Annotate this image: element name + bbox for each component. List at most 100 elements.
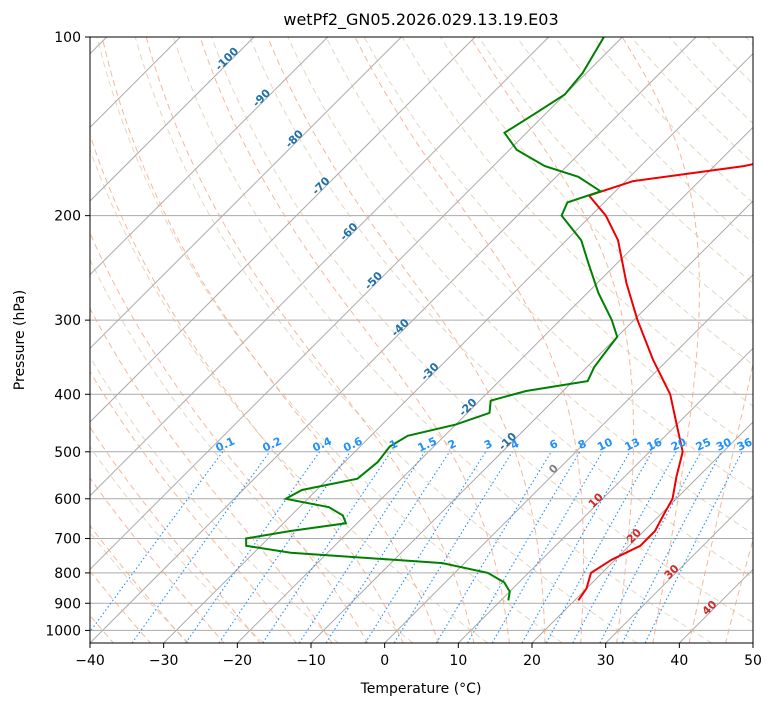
- x-tick-label: 50: [744, 653, 762, 669]
- axes: −40 −30 −20 −10 0 10 20 30 40 50 100 200 300 400 500 60…: [45, 30, 762, 669]
- isotherm-line: [605, 494, 753, 643]
- isotherm-line: [90, 37, 623, 571]
- y-tick-label: 100: [54, 30, 81, 46]
- isotherm-line: [310, 200, 753, 643]
- isotherm-label: -30: [418, 360, 441, 383]
- dry-adiabat: [90, 445, 264, 643]
- mixing-ratio-line: [325, 451, 451, 643]
- mixing-ratio-label: 30: [714, 435, 734, 453]
- moist-adiabat: [90, 370, 297, 643]
- dry-adiabat: [90, 531, 190, 643]
- dry-adiabat: [172, 37, 712, 643]
- moist-adiabat: [101, 37, 440, 643]
- isotherm-label: -80: [283, 127, 306, 150]
- mixing-ratio-label: 13: [623, 435, 642, 453]
- moist-adiabat: [762, 37, 775, 644]
- moist-adiabat: [145, 37, 475, 643]
- dry-adiabat: [287, 37, 753, 535]
- x-tick-label: 20: [523, 653, 541, 669]
- mixing-ratio-label: 10: [595, 435, 615, 453]
- mixing-ratio-line: [599, 451, 702, 643]
- isotherm-label: -50: [362, 269, 385, 292]
- moist-adiabat: [90, 570, 152, 643]
- mixing-ratio-line: [262, 451, 392, 643]
- isotherm-line: [678, 568, 753, 643]
- adiabat-label: 20: [624, 526, 644, 546]
- moist-adiabat: [470, 37, 634, 643]
- mixing-ratio-line: [185, 451, 321, 643]
- mixing-ratio-line: [435, 451, 552, 643]
- adiabat-label: 40: [700, 598, 720, 618]
- isotherm-line: [90, 37, 550, 497]
- dry-adiabat: [90, 258, 414, 643]
- isotherm-line: [531, 421, 753, 643]
- mixing-ratio-label: 20: [669, 435, 689, 453]
- plot-area: -100-90-80-70-60-50-40-30-20-10010203040…: [90, 37, 775, 644]
- moist-adiabat: [199, 37, 510, 643]
- mixing-ratio-label: 25: [694, 436, 713, 454]
- dry-adiabat: [325, 37, 753, 492]
- x-tick-label: −30: [149, 653, 179, 669]
- moist-adiabat: [725, 538, 753, 643]
- isotherm-label: -70: [309, 174, 332, 197]
- dry-adiabat: [516, 37, 753, 284]
- moist-adiabat: [354, 37, 584, 643]
- isotherm-line: [90, 37, 329, 276]
- isotherm-label: -60: [337, 220, 360, 243]
- dry-adiabat: [96, 37, 563, 643]
- x-axis-label: Temperature (°C): [360, 681, 482, 697]
- moist-adiabat: [267, 37, 546, 643]
- x-tick-label: −10: [296, 653, 326, 669]
- mixing-ratio-label: 1: [387, 437, 399, 452]
- x-tick-label: 10: [449, 653, 467, 669]
- isotherm-line: [457, 347, 753, 643]
- mixing-ratio-line: [218, 451, 351, 643]
- y-tick-label: 800: [54, 566, 81, 582]
- mixing-ratio-line: [131, 451, 271, 643]
- mixing-ratio-label: 4: [509, 437, 522, 452]
- isotherm-line: [384, 273, 753, 643]
- isotherm-line: [90, 37, 402, 350]
- dewpoint-profile-line: [245, 37, 619, 601]
- mixing-ratio-line: [572, 451, 677, 643]
- y-axis-label: Pressure (hPa): [12, 290, 28, 390]
- x-tick-label: −40: [75, 653, 105, 669]
- moist-adiabat: [90, 307, 333, 643]
- mixing-ratio-line: [521, 451, 631, 643]
- mixing-ratio-label: 3: [482, 437, 494, 452]
- mixing-ratio-line: [90, 451, 224, 633]
- dry-adiabat: [90, 355, 339, 643]
- isotherm-line: [90, 37, 476, 423]
- y-tick-label: 500: [54, 445, 81, 461]
- dry-adiabat: [90, 148, 488, 643]
- dry-adiabat: [249, 37, 753, 579]
- dry-adiabat: [554, 37, 753, 244]
- moist-adiabat: [90, 231, 369, 643]
- chart-title: wetPf2_GN05.2026.029.13.19.E03: [283, 10, 558, 30]
- mixing-ratio-label: 16: [645, 435, 665, 453]
- isotherm-label: -40: [389, 316, 412, 339]
- x-tick-label: −20: [223, 653, 253, 669]
- isotherm-line: [90, 37, 697, 643]
- mixing-ratio-line: [298, 451, 426, 643]
- temperature-profile-line: [577, 163, 753, 601]
- y-tick-label: 900: [54, 596, 81, 612]
- y-tick-label: 400: [54, 387, 81, 403]
- isotherm-line: [90, 37, 255, 202]
- dry-adiabat: [211, 37, 753, 624]
- mixing-ratio-line: [545, 451, 653, 643]
- isotherm-label: -100: [213, 45, 242, 74]
- y-tick-label: 1000: [45, 623, 81, 639]
- x-tick-label: 30: [597, 653, 615, 669]
- dry-adiabat: [669, 37, 753, 125]
- adiabat-label: 10: [586, 490, 606, 510]
- plot-frame: [89, 36, 754, 644]
- isotherm-line: [163, 52, 753, 643]
- dry-adiabat: [439, 37, 753, 366]
- moist-adiabat: [621, 37, 700, 643]
- y-tick-label: 200: [54, 209, 81, 225]
- isotherm-line: [236, 126, 753, 643]
- moist-adiabat: [90, 524, 188, 643]
- x-tick-label: 40: [670, 653, 688, 669]
